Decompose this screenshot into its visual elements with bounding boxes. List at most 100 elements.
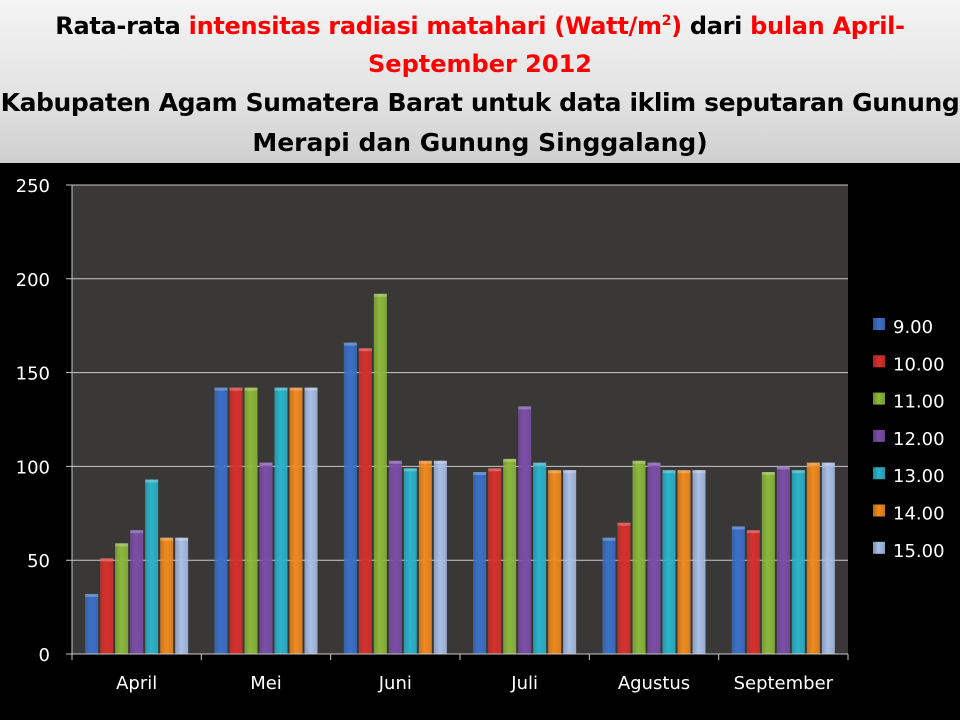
legend-swatch	[873, 504, 885, 517]
bar-cap	[791, 470, 805, 474]
bar-cap	[533, 462, 547, 466]
y-tick-label: 0	[39, 645, 50, 666]
bars	[85, 293, 835, 654]
bar-cap	[647, 462, 661, 466]
bar-cap	[692, 470, 706, 474]
bar-mei-15.00	[304, 387, 318, 654]
title-part-d: dari	[681, 12, 751, 40]
legend-swatch	[873, 541, 885, 554]
bar-april-15.00	[175, 537, 189, 654]
bar-cap	[806, 462, 820, 466]
legend-label: 12.00	[893, 429, 945, 450]
bar-cap	[677, 470, 691, 474]
bar-juni-15.00	[433, 460, 447, 654]
bar-cap	[304, 387, 318, 391]
bar-cap	[403, 468, 417, 472]
bar-cap	[115, 543, 129, 547]
bar-april-14.00	[160, 537, 174, 654]
bar-mei-11.00	[244, 387, 258, 654]
bar-juli-9.00	[473, 472, 487, 654]
bar-april-11.00	[115, 543, 129, 654]
bar-mei-12.00	[259, 462, 273, 654]
bar-september-11.00	[761, 472, 775, 654]
bar-cap	[731, 526, 745, 530]
bar-cap	[160, 537, 174, 541]
axes: 0 50 100 150 200 250 April Mei Juni Juli Agustus Se…	[16, 176, 849, 694]
x-tick-label: September	[734, 673, 834, 694]
legend-label: 15.00	[893, 541, 945, 562]
title-part-a: Rata-rata	[55, 12, 189, 40]
bar-april-12.00	[130, 530, 144, 654]
bar-cap	[548, 470, 562, 474]
bar-mei-13.00	[274, 387, 288, 654]
bar-juni-10.00	[358, 348, 372, 654]
x-tick-label: Juli	[510, 673, 538, 694]
legend: 9.00 10.00 11.00 12.00 13.00 14.00 15.00	[873, 317, 945, 562]
bar-april-13.00	[145, 479, 159, 654]
chart-title-banner: Rata-rata intensitas radiasi matahari (W…	[0, 0, 960, 163]
bar-agustus-13.00	[662, 470, 676, 654]
bar-agustus-9.00	[602, 537, 616, 654]
legend-label: 10.00	[893, 354, 945, 375]
bar-cap	[433, 460, 447, 464]
bar-cap	[821, 462, 835, 466]
bar-september-10.00	[746, 530, 760, 654]
title-part-b: intensitas radiasi matahari (Watt/m2)	[189, 12, 682, 40]
bar-cap	[259, 462, 273, 466]
bar-cap	[343, 342, 357, 346]
bar-agustus-11.00	[632, 460, 646, 654]
bar-cap	[761, 472, 775, 476]
title-line-2: September 2012	[368, 50, 592, 78]
bar-juni-12.00	[388, 460, 402, 654]
legend-swatch	[873, 467, 885, 480]
bar-cap	[488, 468, 502, 472]
legend-swatch	[873, 392, 885, 405]
bar-cap	[145, 479, 159, 483]
bar-september-14.00	[806, 462, 820, 654]
bar-april-9.00	[85, 593, 99, 654]
bar-cap	[602, 537, 616, 541]
bar-cap	[473, 472, 487, 476]
bar-juli-14.00	[548, 470, 562, 654]
bar-cap	[85, 593, 99, 597]
bar-agustus-15.00	[692, 470, 706, 654]
bar-cap	[418, 460, 432, 464]
legend-label: 9.00	[893, 317, 933, 338]
title-line-1: Rata-rata intensitas radiasi matahari (W…	[0, 12, 960, 40]
bar-mei-14.00	[289, 387, 303, 654]
bar-juni-9.00	[343, 342, 357, 654]
bar-agustus-12.00	[647, 462, 661, 654]
bar-juni-11.00	[373, 293, 387, 654]
legend-label: 11.00	[893, 392, 945, 413]
y-tick-label: 50	[27, 551, 50, 572]
bar-cap	[358, 348, 372, 352]
bar-mei-10.00	[229, 387, 243, 654]
x-tick-label: April	[116, 673, 157, 694]
legend-swatch	[873, 355, 885, 368]
bar-cap	[229, 387, 243, 391]
bar-agustus-14.00	[677, 470, 691, 654]
legend-swatch	[873, 318, 885, 330]
x-tick-label: Mei	[250, 673, 282, 694]
bar-cap	[388, 460, 402, 464]
bar-mei-9.00	[214, 387, 228, 654]
bar-juli-11.00	[503, 458, 517, 654]
y-tick-label: 200	[16, 270, 50, 291]
bar-cap	[289, 387, 303, 391]
title-line-4: Merapi dan Gunung Singgalang)	[252, 128, 708, 157]
bar-juni-14.00	[418, 460, 432, 654]
bar-september-9.00	[731, 526, 745, 654]
legend-label: 14.00	[893, 504, 945, 525]
bar-juli-15.00	[563, 470, 577, 654]
bar-cap	[503, 458, 517, 462]
bar-cap	[214, 387, 228, 391]
bar-cap	[746, 530, 760, 534]
bar-cap	[175, 537, 189, 541]
bar-april-10.00	[100, 558, 114, 654]
bar-september-15.00	[821, 462, 835, 654]
legend-swatch	[873, 429, 885, 442]
legend-label: 13.00	[893, 466, 945, 487]
y-tick-label: 100	[16, 457, 50, 478]
bar-agustus-10.00	[617, 522, 631, 654]
title-line-3: Kabupaten Agam Sumatera Barat untuk data…	[0, 88, 960, 117]
